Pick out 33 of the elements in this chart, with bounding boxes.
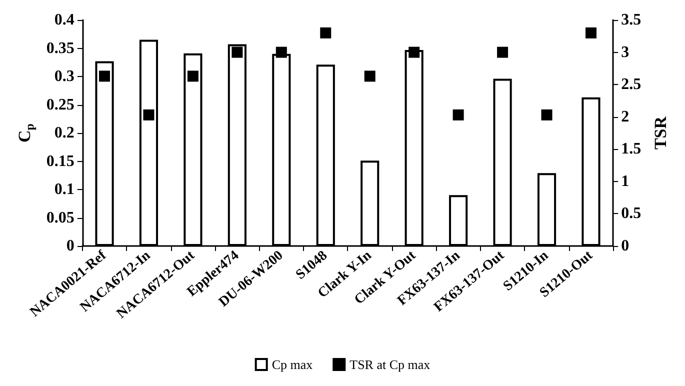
point [497,46,508,58]
legend-label: Cp max [272,357,314,372]
y2-tick-label: 1 [621,172,630,190]
y-axis-title: Cp [15,123,36,142]
y-tick-label: 0.2 [54,124,74,142]
y-tick-label: 0 [66,238,74,254]
point [232,46,243,58]
y-tick-label: 0.25 [46,96,74,114]
y-tick-label: 0.15 [46,152,74,170]
point [99,70,110,82]
y-tick-label: 0.05 [46,209,74,226]
legend-label: TSR at Cp max [350,357,431,372]
y-tick-label: 0.4 [54,12,74,28]
point [541,109,552,120]
y2-tick-label: 0.5 [621,205,642,222]
y2-tick-label: 1.5 [621,140,642,158]
y2-axis-title: TSR [651,116,670,150]
y2-tick-label: 2 [621,108,630,126]
y2-tick-label: 3.5 [621,12,642,28]
point [276,46,287,58]
point [452,109,464,120]
y2-tick-label: 0 [621,238,630,254]
y-tick-label: 0.35 [46,40,74,57]
y2-tick-label: 2.5 [621,76,642,94]
point [585,27,596,38]
point [143,109,154,120]
y2-tick-label: 3 [621,44,630,61]
point [364,70,376,82]
point [320,27,332,38]
y-tick-label: 0.1 [54,181,74,198]
y-tick-label: 0.3 [54,68,74,85]
point [187,70,198,82]
point [408,46,420,58]
